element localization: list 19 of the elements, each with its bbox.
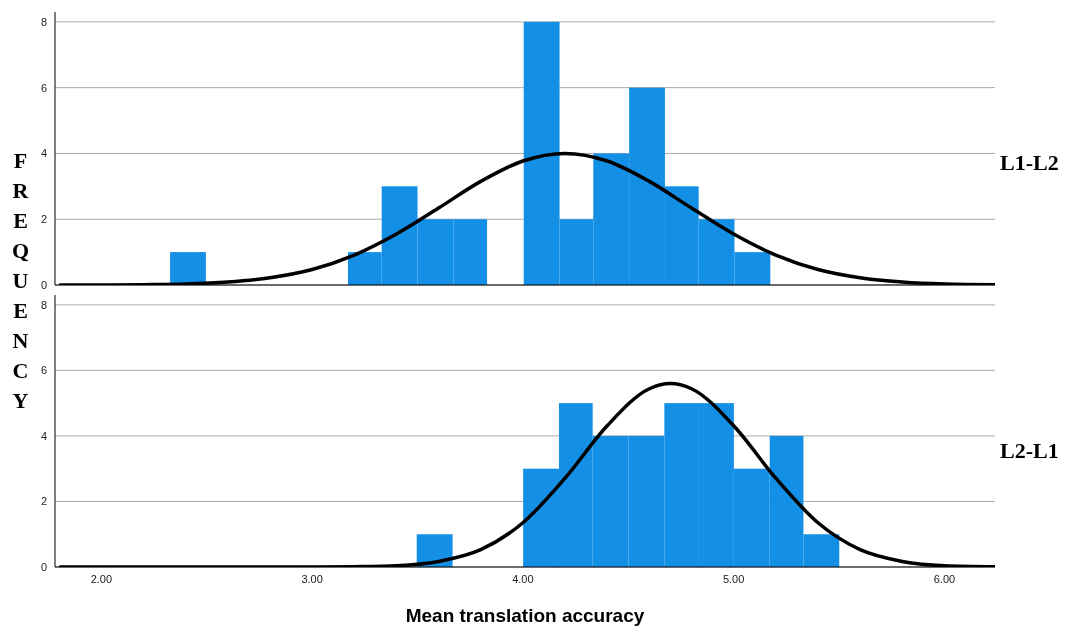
text: L1-L2	[1000, 150, 1059, 176]
x-tick-label: 6.00	[933, 572, 956, 585]
text: L2-L1	[1000, 438, 1059, 464]
y-tick-label: 4	[40, 429, 47, 442]
y-tick-label: 4	[40, 147, 47, 160]
y-tick-label: 2	[40, 495, 47, 508]
y-axis-title: FREQUENCY	[8, 148, 33, 418]
x-tick-label: 2.00	[90, 572, 113, 585]
x-tick-label: 4.00	[512, 572, 534, 585]
y-tick-label: 8	[40, 298, 47, 311]
x-tick-label: 5.00	[722, 572, 745, 585]
y-tick-label: 0	[40, 278, 47, 291]
x-axis-title: Mean translation accuracy	[404, 605, 646, 627]
y-tick-label: 2	[40, 213, 47, 226]
x-tick-label: 3.00	[301, 572, 323, 585]
y-tick-label: 0	[40, 560, 47, 573]
y-tick-label: 8	[40, 15, 47, 28]
y-tick-label: 6	[40, 364, 47, 377]
y-tick-label: 6	[40, 81, 47, 94]
